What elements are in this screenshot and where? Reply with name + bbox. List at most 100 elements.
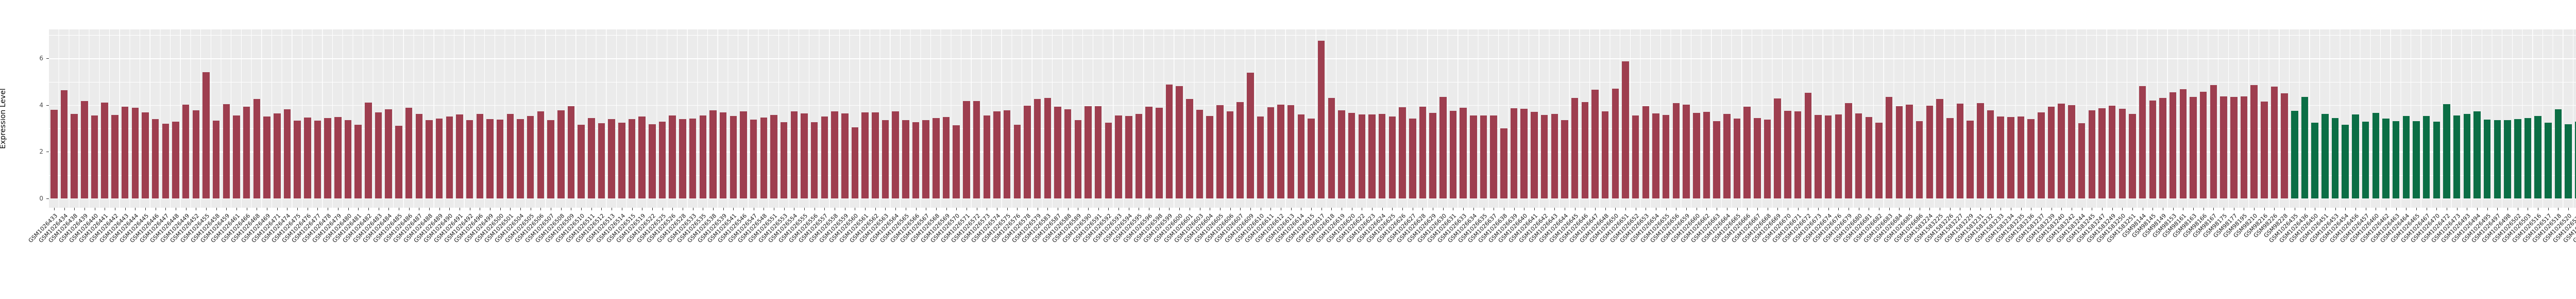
bar-GSM1026564 — [892, 111, 899, 198]
x-tick-mark — [2416, 208, 2417, 210]
bar-GSM1583232 — [1987, 110, 1994, 198]
y-tick-label: 4 — [39, 101, 43, 109]
x-tick-mark — [1514, 208, 1515, 210]
x-tick-mark — [125, 208, 126, 210]
bar-GSM1026604 — [1206, 116, 1213, 198]
bar-GSM1026615 — [1308, 118, 1315, 198]
bar-GSM1026489 — [435, 118, 443, 198]
x-tick-mark — [540, 208, 541, 210]
bar-GSM98167 — [2210, 85, 2217, 198]
bar-GSM98228 — [2281, 93, 2288, 198]
bar-GSM1026611 — [1267, 107, 1275, 198]
bar-GSM1026572 — [973, 101, 980, 198]
bar-GSM1026614 — [1297, 114, 1305, 198]
bar-GSM1026470 — [2433, 121, 2441, 198]
bar-GSM1026459 — [223, 104, 230, 198]
bar-GSM1026654 — [1652, 113, 1659, 198]
bar-GSM1026559 — [841, 113, 849, 198]
x-tick-mark — [1798, 208, 1799, 210]
bar-GSM1026617 — [1317, 41, 1325, 198]
bar-GSM1026635 — [1480, 115, 1487, 198]
x-tick-mark — [1615, 208, 1616, 210]
bar-GSM1026647 — [1591, 89, 1599, 198]
bar-GSM1026487 — [415, 114, 423, 198]
bar-GSM1026498 — [2504, 120, 2511, 198]
x-tick-mark — [824, 208, 825, 210]
bar-GSM1026560 — [851, 127, 859, 198]
bar-GSM1026664 — [1723, 114, 1731, 198]
bar-GSM1026551 — [770, 114, 777, 198]
bar-GSM1026640 — [1520, 109, 1528, 198]
bar-GSM1026641 — [1531, 112, 1538, 198]
bar-GSM1026448 — [172, 121, 179, 198]
bar-GSM1583234 — [2007, 117, 2014, 198]
bar-GSM1026456 — [2352, 114, 2359, 198]
x-tick-mark — [145, 208, 146, 210]
bar-GSM1026643 — [1551, 114, 1558, 198]
bar-GSM1026438 — [71, 114, 78, 198]
bar-GSM1026619 — [1338, 110, 1345, 198]
bar-GSM1026565 — [902, 120, 909, 198]
x-tick-mark — [916, 208, 917, 210]
x-tick-mark — [1159, 208, 1160, 210]
x-tick-mark — [1067, 208, 1069, 210]
x-tick-mark — [1706, 208, 1707, 210]
x-tick-mark — [1382, 208, 1383, 210]
x-tick-mark — [804, 208, 805, 210]
bar-GSM1026477 — [314, 121, 321, 198]
x-tick-mark — [1970, 208, 1971, 210]
bar-GSM1026435 — [2291, 111, 2298, 198]
bar-GSM1026583 — [1044, 98, 1052, 198]
bar-GSM1026541 — [730, 116, 737, 198]
x-tick-mark — [2436, 208, 2437, 210]
bar-GSM1026538 — [709, 110, 717, 198]
bar-GSM1026679 — [1845, 103, 1852, 198]
x-tick-mark — [1047, 208, 1048, 210]
major-gridline — [49, 58, 2576, 59]
bar-GSM1026455 — [202, 72, 210, 198]
bar-GSM1026554 — [790, 111, 798, 198]
bar-GSM1026483 — [375, 112, 382, 198]
x-tick-mark — [1757, 208, 1758, 210]
bar-GSM1026450 — [2311, 123, 2318, 198]
bar-GSM1026684 — [1895, 106, 1903, 198]
bar-GSM1026638 — [1500, 128, 1507, 198]
x-tick-mark — [1899, 208, 1900, 210]
x-tick-mark — [368, 208, 369, 210]
x-tick-mark — [1422, 208, 1423, 210]
x-tick-mark — [1311, 208, 1312, 210]
x-tick-mark — [2477, 208, 2478, 210]
bar-GSM1026465 — [2413, 121, 2420, 198]
bar-GSM1026685 — [1906, 105, 1913, 198]
bar-GSM1026589 — [1074, 120, 1082, 198]
x-tick-mark — [206, 208, 207, 210]
bar-GSM1583245 — [2088, 110, 2095, 198]
bar-GSM98144 — [2139, 86, 2146, 198]
bar-GSM1026633 — [1460, 107, 1467, 198]
bar-GSM1026610 — [1257, 116, 1264, 198]
bar-GSM1026587 — [1054, 107, 1061, 198]
bar-GSM1026461 — [233, 115, 240, 198]
bar-GSM1026558 — [831, 111, 838, 198]
bar-GSM1026458 — [212, 120, 220, 198]
x-tick-mark — [1443, 208, 1444, 210]
x-tick-mark — [2061, 208, 2062, 210]
bar-GSM1026628 — [1419, 107, 1427, 198]
x-tick-mark — [733, 208, 734, 210]
bar-GSM1026472 — [2443, 104, 2450, 198]
x-tick-mark — [1889, 208, 1890, 210]
bar-GSM1026603 — [1196, 110, 1204, 198]
bar-GSM1026533 — [689, 118, 697, 198]
bar-GSM1026475 — [294, 121, 301, 198]
x-tick-mark — [1686, 208, 1687, 210]
x-tick-mark — [2335, 208, 2336, 210]
x-tick-mark — [74, 208, 75, 210]
bar-GSM1026672 — [1804, 93, 1811, 198]
x-tick-mark — [591, 208, 592, 210]
bar-GSM98195 — [2240, 96, 2248, 198]
bar-GSM1026607 — [1236, 102, 1244, 198]
bar-GSM1026673 — [1815, 115, 1822, 198]
bar-GSM1026652 — [1632, 115, 1639, 198]
bar-GSM1026515 — [628, 119, 636, 198]
bar-GSM1583244 — [2078, 123, 2086, 198]
